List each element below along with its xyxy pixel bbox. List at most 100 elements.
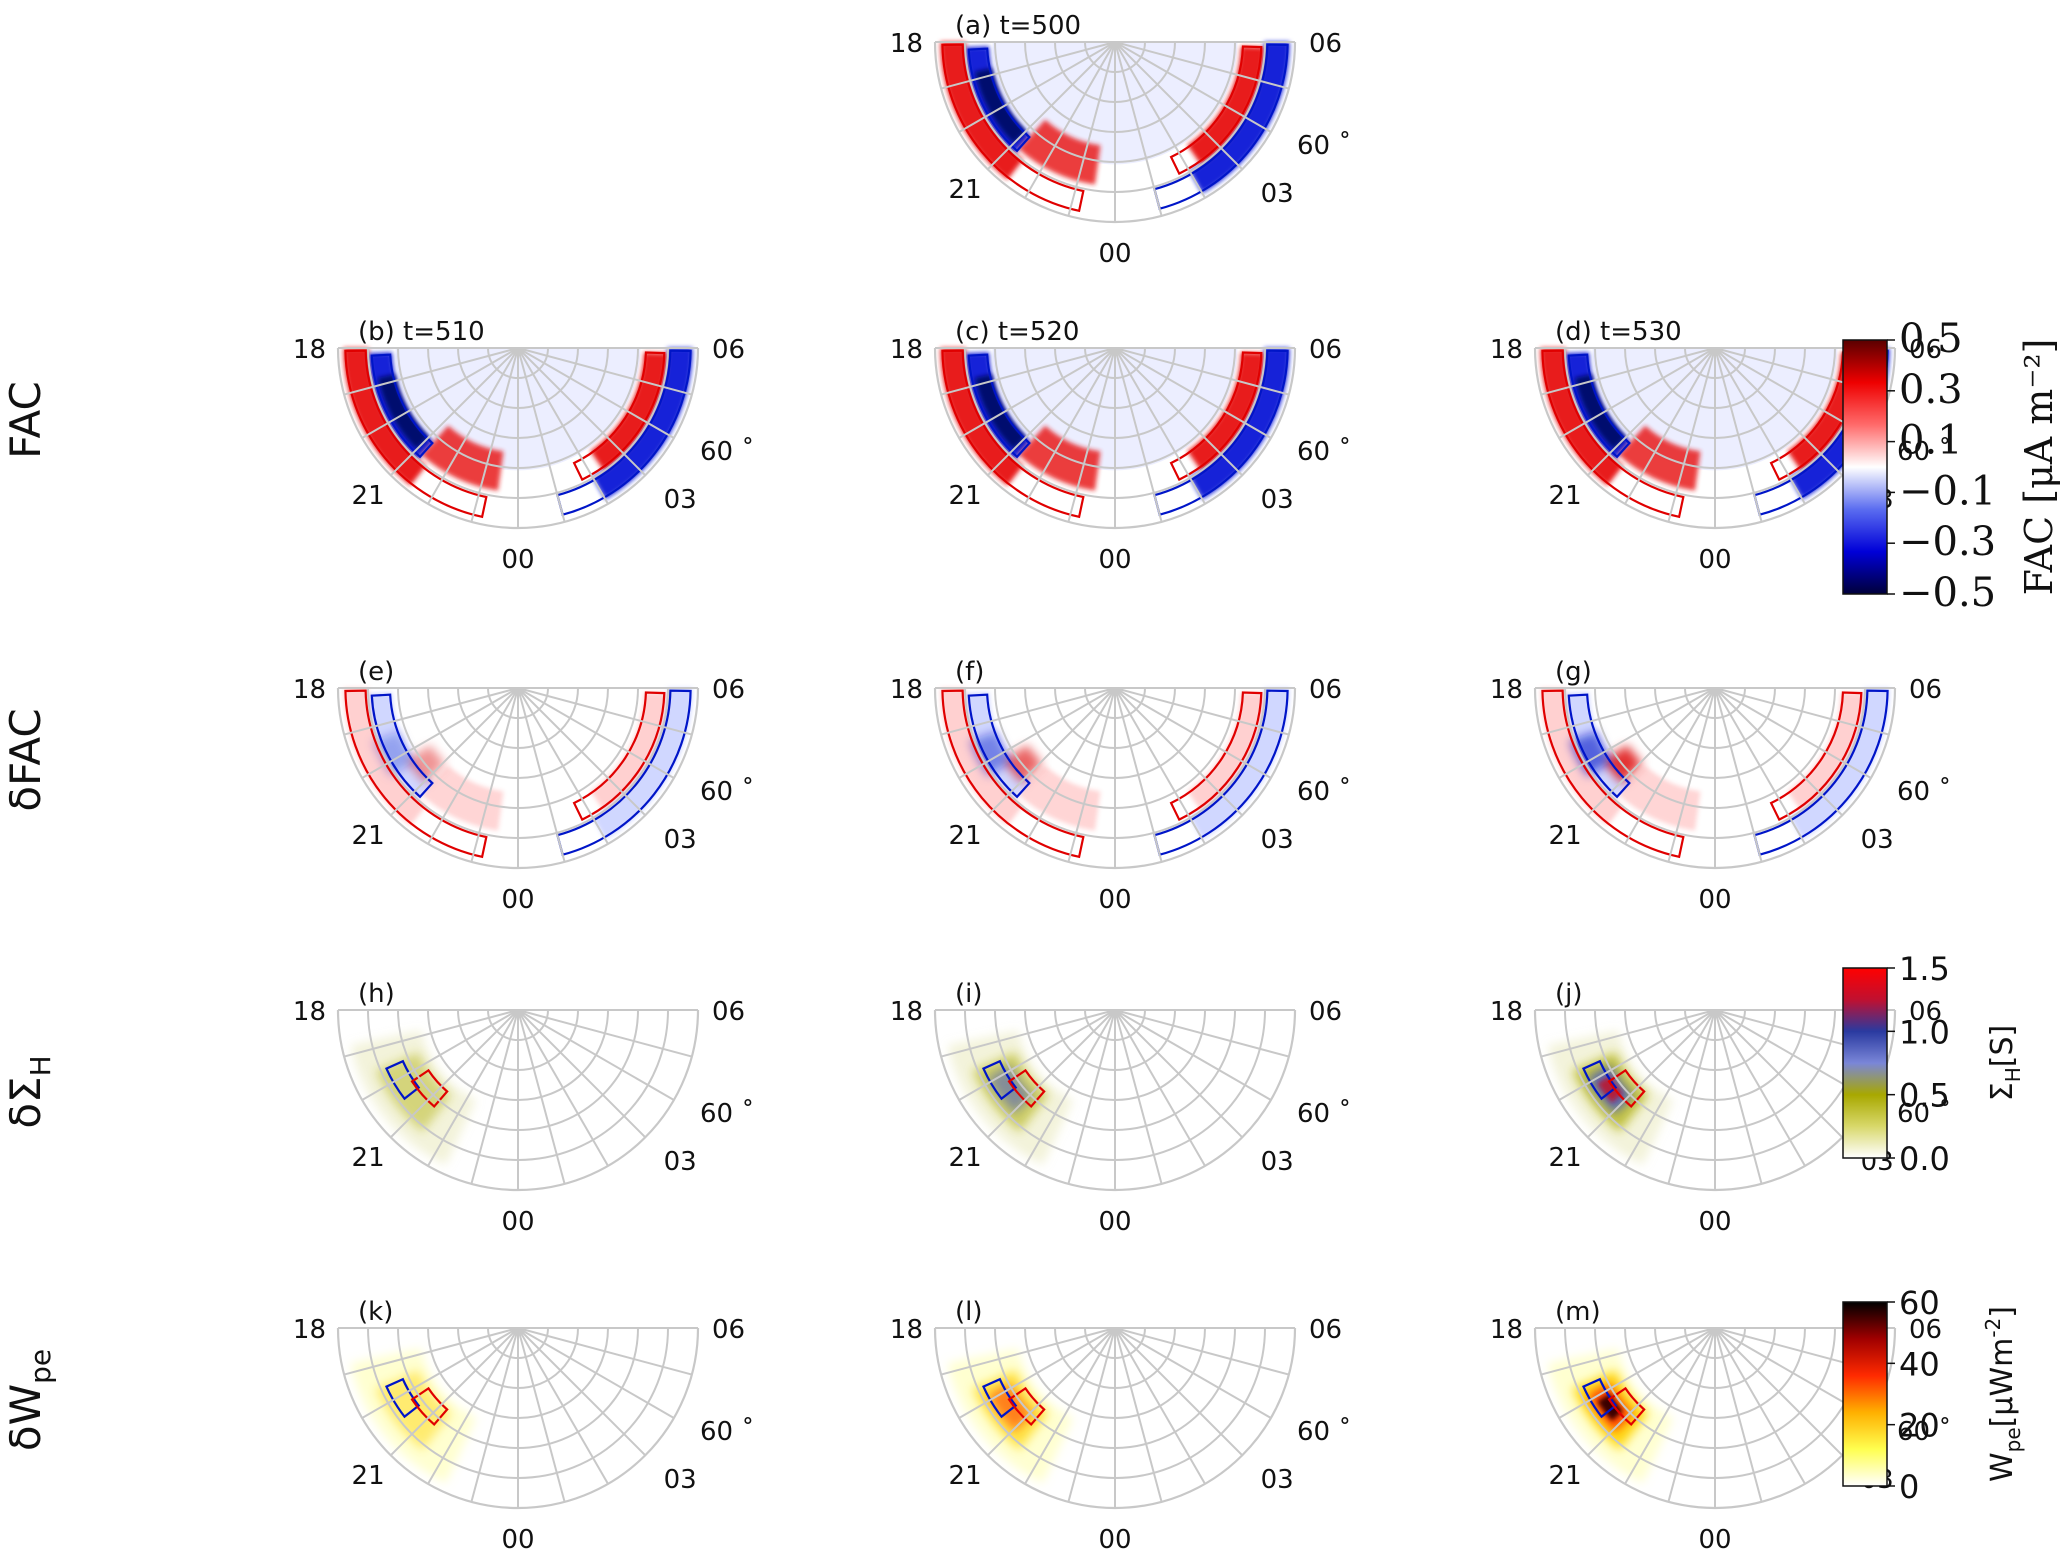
panel-label: (j) [1555,979,1583,1009]
colorbar-tick-label: 0 [1899,1468,1919,1506]
panel-g: 18 21 00 03 06 60 ˚ (g) [1490,657,1951,915]
lat-label: 60 ˚ [700,1417,754,1447]
mlt-label: 03 [1261,1465,1294,1495]
row-label: δFAC [1,708,50,811]
fac-premidnight [421,765,504,831]
panel-i: 18 21 00 03 06 60 ˚ (i) [890,979,1351,1237]
grid-mlt-line [470,1009,519,1185]
grid-mlt-line [940,347,1116,396]
grid-mlt-line [940,687,1116,736]
grid-mlt-line [517,1327,646,1456]
grid-mlt-line [1667,687,1716,863]
grid-mlt-line [427,1009,519,1167]
grid-mlt-line [517,687,609,845]
grid-mlt-line [361,1327,519,1419]
colorbar-tick-label: 0.5 [1899,1077,1950,1115]
grid-mlt-line [958,687,1116,779]
mlt-label: 00 [1698,545,1731,575]
grid-mlt-line [517,1327,675,1419]
grid-mlt-line [1114,687,1163,863]
contour-negative [384,1059,421,1101]
mlt-label: 21 [949,1461,982,1491]
grid-mlt-line [1114,41,1272,133]
panel-e: 18 21 00 03 06 60 ˚ (e) [293,657,754,915]
grid-mlt-line [1114,347,1272,439]
mlt-label: 00 [1098,239,1131,269]
colorbar-tick-label: 20 [1899,1407,1940,1445]
grid-mlt-line [390,1009,519,1138]
grid-mlt-line [1714,347,1806,505]
colorbar-tick-label: 0.3 [1899,367,1963,413]
grid-mlt-line [1114,1009,1290,1058]
grid-mlt-line [517,1009,693,1058]
mlt-label: 06 [1309,675,1342,705]
grid-mlt-line [1587,347,1716,476]
mlt-label: 00 [1698,885,1731,915]
mlt-label: 18 [293,675,326,705]
colorbar-label: FAC [μA m⁻²] [2017,339,2061,596]
mlt-label: 18 [1490,997,1523,1027]
grid-mlt-line [343,347,519,396]
grid-mlt-line [1714,1327,1843,1456]
grid-mlt-line [1024,687,1116,845]
lat-label: 60 ˚ [1297,131,1351,161]
lat-label: 60 ˚ [1897,1417,1951,1447]
panel-label: (i) [955,979,983,1009]
grid-mlt-line [517,1327,693,1376]
lat-label: 60 ˚ [1897,777,1951,807]
mlt-label: 03 [1261,1147,1294,1177]
mlt-label: 21 [1549,1461,1582,1491]
grid-mlt-line [470,347,519,523]
grid-mlt-line [1067,1009,1116,1185]
panel-label: (c) t=520 [955,317,1079,347]
grid-mlt-line [1114,687,1272,779]
mlt-label: 21 [949,821,982,851]
colorbar-tick-label: 1.5 [1899,950,1950,988]
grid-mlt-line [470,1327,519,1503]
grid-mlt-line [517,1009,675,1101]
mlt-label: 03 [1261,179,1294,209]
colorbar-label-unit: [μWm [1985,1338,2020,1428]
mlt-label: 03 [1861,825,1894,855]
contour-positive [410,1386,449,1427]
grid-mlt-line [1714,347,1763,523]
grid-mlt-line [1114,687,1290,736]
grid-mlt-line [517,347,675,439]
mlt-label: 06 [1909,1315,1942,1345]
grid-mlt-line [517,347,566,523]
grid-mlt-line [958,1327,1116,1419]
colorbar-label-main: W [1985,1452,2020,1482]
mlt-label: 00 [1098,1207,1131,1237]
grid-mlt-line [1540,347,1716,396]
mlt-label: 03 [664,1465,697,1495]
colorbar-tick-label: 1.0 [1899,1013,1950,1051]
panel-label: (h) [358,979,395,1009]
grid-mlt-line [517,1009,609,1167]
mlt-label: 06 [1309,29,1342,59]
grid-mlt-line [517,687,646,816]
mlt-label: 21 [352,821,385,851]
grid-mlt-line [1558,687,1716,779]
colorbar-tick-label: −0.1 [1899,468,1996,514]
grid-mlt-line [1587,1327,1716,1456]
colorbar-sigmah: 1.5 1.0 0.5 0.0 ΣH[S] [1842,950,2025,1178]
panel-b: 18 21 00 03 06 60 ˚ (b) t=510 [293,317,754,575]
mlt-label: 03 [664,1147,697,1177]
contour-negative [1153,349,1289,517]
grid-mlt-line [1540,1327,1716,1376]
colorbar-tick-label: 0.0 [1899,1140,1950,1178]
mlt-label: 21 [1549,821,1582,851]
grid-mlt-line [1114,1327,1163,1503]
grid-mlt-line [1114,687,1206,845]
contour-positive [1607,1386,1646,1427]
mlt-label: 21 [352,1143,385,1173]
colorbar-fac: 0.5 0.3 0.1−0.1 −0.3 −0.5 FAC [μA m⁻²] [1842,316,2061,616]
mlt-label: 00 [1698,1525,1731,1554]
grid-mlt-line [343,1009,519,1058]
grid-mlt-line [517,347,693,396]
contour-positive [1169,351,1263,482]
panel-label: (f) [955,657,984,687]
mlt-label: 18 [1490,675,1523,705]
